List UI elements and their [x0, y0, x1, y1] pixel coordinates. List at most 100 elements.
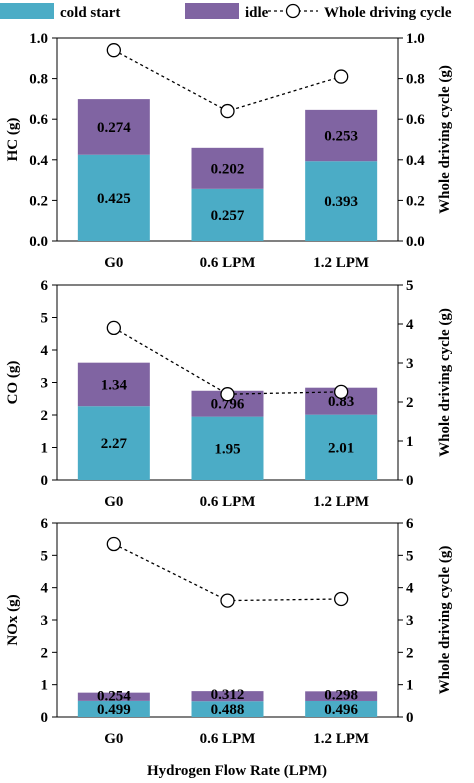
data-label-idle: 0.274	[97, 120, 131, 136]
y2-tick-label: 0.4	[406, 153, 425, 169]
line-whole-driving-cycle	[113, 543, 342, 602]
y-tick-label: 6	[41, 278, 49, 294]
y-tick-label: 3	[41, 613, 49, 629]
y2-axis-label: Whole driving cycle (g)	[437, 65, 453, 214]
point-whole-driving-cycle	[220, 593, 235, 608]
legend-label-cold-start: cold start	[60, 5, 120, 21]
y2-tick-label: 1	[406, 678, 414, 694]
y2-tick-label: 0	[406, 710, 414, 726]
y-tick-label: 3	[41, 376, 49, 392]
point-whole-driving-cycle	[334, 384, 349, 400]
bar-cold-start	[305, 414, 378, 480]
y2-axis-label: Whole driving cycle (g)	[437, 308, 453, 457]
y2-tick-label: 3	[406, 356, 414, 372]
y2-tick-label: 2	[406, 645, 414, 661]
y2-tick-label: 1.0	[406, 31, 425, 47]
y-tick-label: 5	[41, 311, 49, 327]
point-whole-driving-cycle	[334, 69, 349, 84]
x-axis-label: Hydrogen Flow Rate (LPM)	[147, 763, 327, 779]
bar-idle	[305, 109, 378, 162]
y2-tick-label: 6	[406, 516, 414, 532]
y-tick-label: 6	[41, 516, 49, 532]
point-whole-driving-cycle	[106, 536, 121, 552]
data-label-cold-start: 0.488	[211, 702, 245, 718]
y-tick-label: 4	[41, 343, 49, 359]
bar-cold-start	[77, 154, 150, 241]
data-label-cold-start: 0.425	[97, 191, 131, 207]
point-whole-driving-cycle	[106, 320, 121, 336]
bar-cold-start	[191, 416, 264, 480]
data-label-cold-start: 0.496	[324, 702, 358, 718]
category-label: 1.2 LPM	[313, 255, 369, 271]
point-whole-driving-cycle	[220, 387, 235, 402]
y-tick-label: 0.4	[29, 153, 48, 169]
category-label: G0	[104, 731, 123, 747]
bar-cold-start	[305, 161, 378, 241]
bar-idle	[191, 147, 264, 189]
bar-cold-start	[77, 700, 150, 717]
point-whole-driving-cycle	[106, 43, 121, 58]
y-tick-label: 1.0	[29, 31, 48, 47]
data-label-cold-start: 2.01	[328, 440, 354, 456]
data-label-cold-start: 2.27	[101, 436, 128, 452]
y2-tick-label: 2	[406, 395, 414, 411]
legend-marker-whole	[285, 3, 301, 19]
y2-tick-label: 0.8	[406, 72, 425, 88]
y2-tick-label: 5	[406, 548, 414, 564]
y-tick-label: 0.0	[29, 234, 48, 250]
y-tick-label: 1	[41, 441, 49, 457]
y-tick-label: 4	[41, 581, 49, 597]
data-label-idle: 0.298	[324, 687, 358, 703]
category-label: G0	[104, 255, 123, 271]
y-tick-label: 2	[41, 645, 49, 661]
y2-tick-label: 0.6	[406, 112, 425, 128]
data-label-cold-start: 0.257	[211, 208, 245, 224]
bar-idle	[77, 362, 150, 407]
y-axis-label: NOx (g)	[5, 594, 21, 645]
y-tick-label: 0.6	[29, 112, 48, 128]
bar-cold-start	[191, 188, 264, 241]
bar-idle	[191, 691, 264, 702]
category-label: 1.2 LPM	[313, 731, 369, 747]
legend-label-whole: Whole driving cycle	[324, 5, 452, 21]
data-label-cold-start: 0.499	[97, 702, 131, 718]
y2-tick-label: 0.2	[406, 193, 425, 209]
category-label: 0.6 LPM	[200, 494, 256, 510]
y-tick-label: 0.2	[29, 193, 48, 209]
category-label: 1.2 LPM	[313, 494, 369, 510]
data-label-idle: 1.34	[101, 377, 128, 393]
y2-axis-label: Whole driving cycle (g)	[437, 546, 453, 695]
y2-tick-label: 0.0	[406, 234, 425, 250]
y2-tick-label: 5	[406, 278, 414, 294]
chart-panels: 0.0 0.2 0.4 0.6 0.8 1.0 0.0 0.2 0.4 0.6 0.8 1.0 HC (…	[5, 31, 453, 747]
bar-cold-start	[305, 700, 378, 717]
legend-swatch-cold-start	[0, 3, 54, 19]
chart-panel-3: 0 1 2 3 4 5 6 0 1 2 3 4 5 6 NOx (g) Whole driving cycle…	[5, 516, 453, 747]
data-label-cold-start: 1.95	[214, 441, 240, 457]
y-tick-label: 0	[41, 473, 49, 489]
point-whole-driving-cycle	[220, 103, 235, 119]
y2-tick-label: 0	[406, 473, 414, 489]
y-tick-label: 2	[41, 408, 49, 424]
legend: cold start idle Whole driving cycle	[0, 3, 452, 21]
y2-tick-label: 1	[406, 434, 414, 450]
y2-tick-label: 4	[406, 317, 414, 333]
data-label-idle: 0.254	[97, 689, 131, 705]
legend-label-idle: idle	[245, 5, 269, 21]
bar-idle	[77, 99, 150, 155]
point-whole-driving-cycle	[334, 591, 349, 607]
y2-tick-label: 4	[406, 581, 414, 597]
data-label-idle: 0.312	[211, 687, 245, 703]
bar-cold-start	[77, 406, 150, 480]
category-label: 0.6 LPM	[200, 255, 256, 271]
data-label-idle: 0.253	[324, 129, 358, 145]
chart-panel-2: 0 1 2 3 4 5 6 0 1 2 3 4 5 CO (g) Whole driving cycle (…	[5, 278, 453, 510]
data-label-cold-start: 0.393	[324, 194, 358, 210]
category-label: G0	[104, 494, 123, 510]
bar-idle	[77, 692, 150, 701]
y-tick-label: 0.8	[29, 72, 48, 88]
bar-cold-start	[191, 701, 264, 717]
line-whole-driving-cycle	[113, 327, 342, 395]
legend-swatch-idle	[185, 3, 239, 19]
